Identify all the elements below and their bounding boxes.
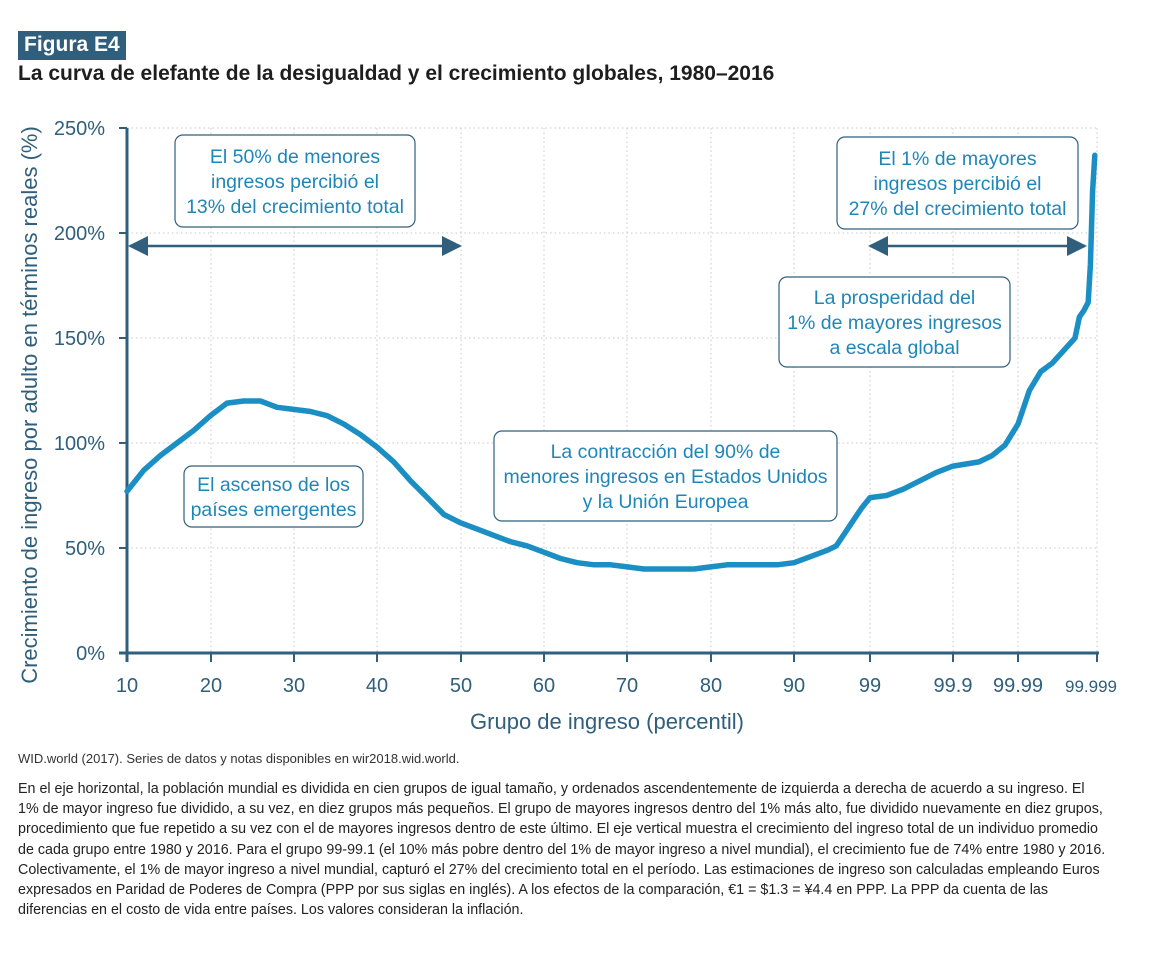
- annotation-line: 13% del crecimiento total: [186, 196, 404, 218]
- annotation-bottom50-share: El 50% de menores ingresos percibió el 13%…: [174, 134, 416, 228]
- annotation-line: ingresos percibió el: [873, 173, 1041, 195]
- x-tick-label: 10: [116, 675, 138, 697]
- annotation-box: [836, 136, 1079, 230]
- x-tick-label: 80: [700, 675, 722, 697]
- x-tick-label: 90: [783, 675, 805, 697]
- figure-title: La curva de elefante de la desigualdad y…: [18, 62, 775, 85]
- series-line: [124, 152, 1098, 572]
- annotation-line: ingresos percibió el: [211, 171, 379, 193]
- annotation-line: La contracción del 90% de: [551, 441, 781, 463]
- x-tick-label: 99.999: [1065, 677, 1117, 696]
- x-tick-label: 99.9: [934, 675, 973, 697]
- y-tick-label: 0%: [76, 643, 105, 665]
- annotation-us-eu-squeeze: La contracción del 90% de menores ingreso…: [493, 430, 838, 522]
- figure-tag: Figura E4: [18, 31, 126, 60]
- x-tick-label: 30: [283, 675, 305, 697]
- x-axis-title: Grupo de ingreso (percentil): [470, 709, 744, 734]
- annotation-line: El 1% de mayores: [878, 148, 1036, 170]
- y-tick-label: 150%: [54, 328, 105, 350]
- annotation-box: [493, 430, 838, 522]
- annotation-box: [183, 465, 364, 528]
- annotation-box: [174, 134, 416, 228]
- annotation-top1-share: El 1% de mayores ingresos percibió el 27% …: [836, 136, 1079, 230]
- x-tick-label: 50: [450, 675, 472, 697]
- x-tick-label: 99.99: [993, 675, 1043, 697]
- annotation-line: y la Unión Europea: [583, 491, 749, 513]
- annotation-box: [778, 276, 1011, 368]
- annotation-line: países emergentes: [191, 499, 357, 521]
- annotation-line: 27% del crecimiento total: [849, 198, 1067, 220]
- annotation-top1-prosperity: La prosperidad del 1% de mayores ingresos…: [778, 276, 1011, 368]
- annotation-line: 1% de mayores ingresos: [787, 312, 1002, 334]
- y-tick-label: 250%: [54, 118, 105, 140]
- x-tick-label: 70: [616, 675, 638, 697]
- source-citation: WID.world (2017). Series de datos y nota…: [18, 751, 460, 766]
- annotation-emerging-rise: El ascenso de los países emergentes: [183, 465, 364, 528]
- y-tick-label: 50%: [65, 538, 105, 560]
- annotation-line: El 50% de menores: [210, 146, 380, 168]
- methodology-note: En el eje horizontal, la población mundi…: [18, 781, 1106, 919]
- annotation-line: La prosperidad del: [814, 287, 976, 309]
- elephant-curve-chart: 0% 50% 100% 150% 200% 250% 10 20 30 40 50 60 70 80 90 9…: [17, 118, 1117, 734]
- x-tick-label: 60: [533, 675, 555, 697]
- y-axis-title: Crecimiento de ingreso por adulto en tér…: [17, 126, 42, 684]
- y-tick-label: 100%: [54, 433, 105, 455]
- x-tick-label: 40: [366, 675, 388, 697]
- annotation-line: a escala global: [829, 337, 959, 359]
- annotation-line: menores ingresos en Estados Unidos: [503, 466, 827, 488]
- x-tick-label: 20: [200, 675, 222, 697]
- x-tick-label: 99: [859, 675, 881, 697]
- y-tick-label: 200%: [54, 223, 105, 245]
- annotation-line: El ascenso de los: [197, 474, 350, 496]
